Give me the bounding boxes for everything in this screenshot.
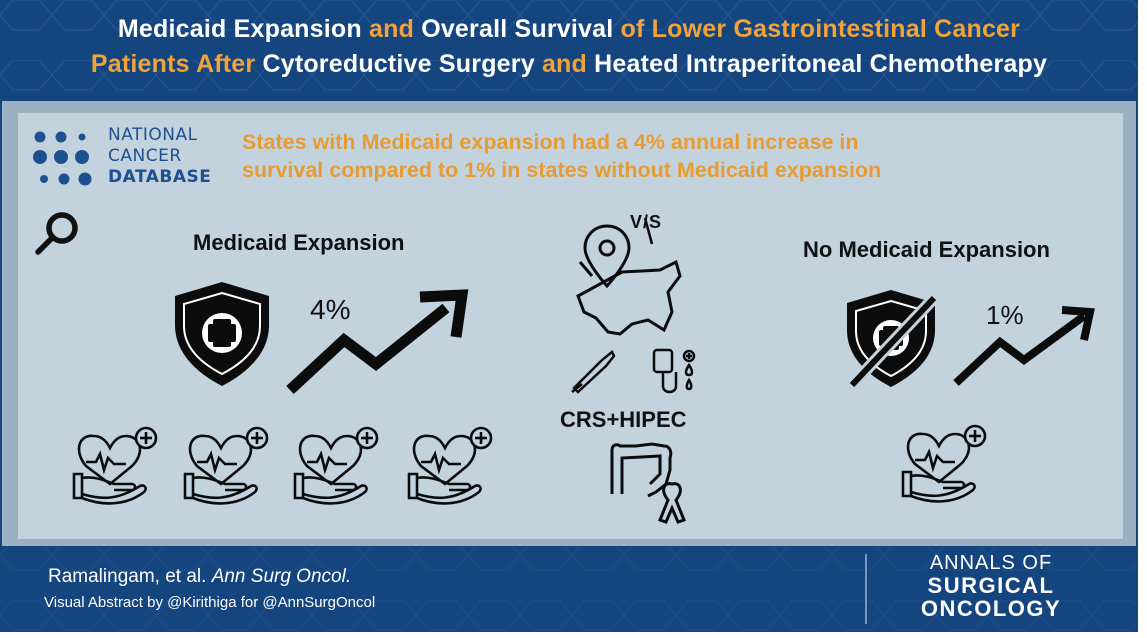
- expansion-rate: 4%: [310, 294, 351, 325]
- title-segment: Heated Intraperitoneal Chemotherapy: [587, 50, 1048, 78]
- ncdb-line: NATIONAL: [108, 125, 198, 145]
- edge-bottom: [0, 632, 1147, 638]
- no-expansion-rate: 1%: [986, 300, 1024, 330]
- title-segment: Medicaid Expansion: [117, 15, 362, 43]
- finding-line: States with Medicaid expansion had a 4% …: [242, 130, 859, 154]
- iv-chemo-icon: [652, 348, 696, 394]
- key-finding: States with Medicaid expansion had a 4% …: [242, 128, 1022, 184]
- shield-plus-icon: [175, 282, 269, 386]
- heart-hand-icon: [72, 426, 158, 505]
- heart-hand-icon: [901, 424, 987, 503]
- heart-hand-icon: [293, 426, 379, 505]
- hex-pattern-top: [0, 0, 1138, 102]
- no-medicaid-expansion-label: No Medicaid Expansion: [803, 237, 1050, 262]
- finding-line: survival compared to 1% in states withou…: [242, 158, 882, 182]
- title: Medicaid Expansion and Overall Survival …: [0, 12, 1138, 82]
- medicaid-expansion-label: Medicaid Expansion: [193, 230, 405, 255]
- trend-up-arrow-icon: [286, 289, 469, 395]
- title-segment: Cytoreductive Surgery: [255, 50, 542, 78]
- heart-hand-icon: [407, 426, 493, 505]
- journal-logo: ANNALS OF SURGICAL ONCOLOGY: [896, 552, 1086, 620]
- versus-label: V/S: [630, 212, 663, 232]
- visual-abstract-credit: Visual Abstract by @Kirithiga for @AnnSu…: [44, 594, 376, 611]
- hex-pattern-footer: [0, 546, 1138, 632]
- title-segment: Overall Survival: [421, 15, 614, 43]
- shield-crossed-icon: [847, 290, 939, 390]
- heart-hand-icon: [183, 426, 269, 505]
- journal-line: ONCOLOGY: [920, 596, 1062, 621]
- us-map-location-icon: [576, 224, 682, 336]
- ncdb-wordmark: NATIONAL CANCER DATABASE: [108, 125, 211, 188]
- trend-up-arrow-small-icon: [953, 306, 1095, 386]
- journal-line: SURGICAL: [927, 573, 1055, 598]
- citation-authors: Ramalingam, et al.: [48, 566, 207, 587]
- ncdb-line: CANCER: [108, 146, 182, 166]
- scalpel-icon: [571, 350, 616, 394]
- versus-icon: [643, 217, 654, 245]
- ncdb-line: DATABASE: [108, 167, 212, 187]
- title-segment: and: [541, 50, 587, 78]
- edge-right: [1138, 0, 1147, 638]
- procedure-label: CRS+HIPEC: [560, 407, 687, 432]
- search-icon: [35, 212, 78, 255]
- title-line-1: Medicaid Expansion and Overall Survival …: [0, 12, 1138, 47]
- title-line-2: Patients After Cytoreductive Surgery and…: [0, 47, 1138, 82]
- title-segment: of Lower Gastrointestinal Cancer: [613, 15, 1021, 43]
- ncdb-logo-icon: [33, 131, 92, 186]
- title-segment: Patients After: [90, 50, 256, 78]
- colon-ribbon-icon: [610, 442, 686, 524]
- citation-journal: Ann Surg Oncol.: [211, 566, 352, 587]
- citation: Ramalingam, et al. Ann Surg Oncol.: [48, 566, 351, 588]
- title-segment: and: [361, 15, 422, 43]
- journal-line: ANNALS OF: [929, 552, 1053, 574]
